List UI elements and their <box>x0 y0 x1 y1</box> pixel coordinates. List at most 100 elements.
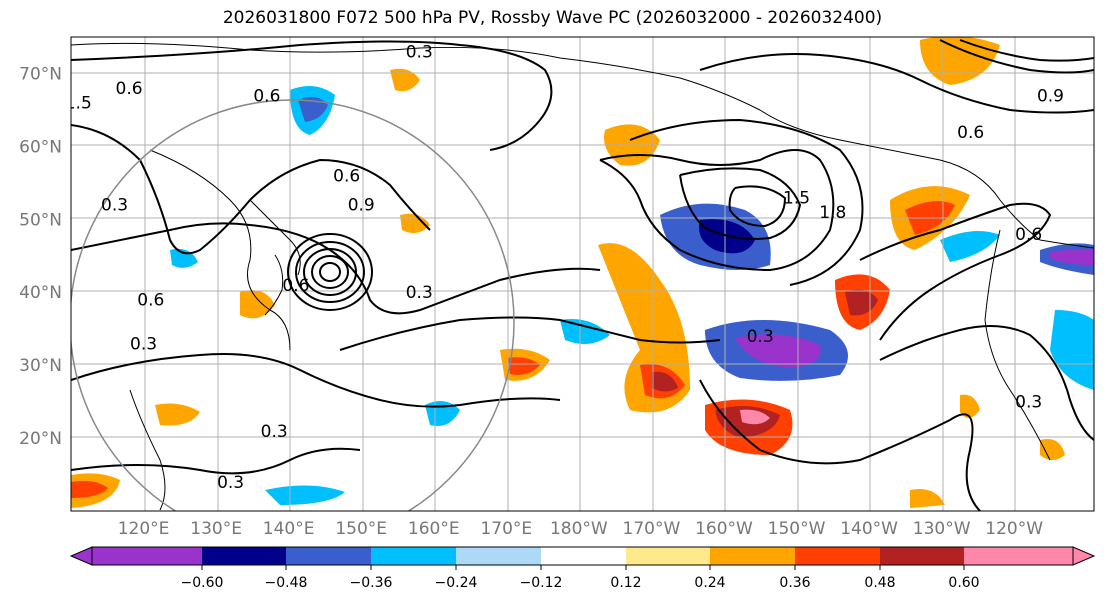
colorbar-tick-label: 0.48 <box>864 575 895 591</box>
latitude-axis: 70°N 60°N 50°N 40°N 30°N 20°N <box>19 64 62 449</box>
contour-line <box>71 447 361 475</box>
anomaly-positive <box>960 394 980 419</box>
contour-line <box>879 325 1094 441</box>
contour-label: 0.3 <box>217 473 244 493</box>
contour-label: 0.6 <box>137 291 164 311</box>
contour-line <box>859 202 1052 341</box>
anomaly-negative-light <box>1050 310 1094 390</box>
colorbar-tick-label: 0.12 <box>610 575 641 591</box>
colorbar-bin <box>202 547 286 565</box>
contour-line <box>339 316 721 351</box>
reference-circle <box>71 99 515 511</box>
longitude-label: 150°E <box>335 519 387 539</box>
colorbar-bin <box>964 547 1073 565</box>
anomaly-negative <box>298 96 328 122</box>
plot-content: 0.3 0.6 0.3 0.6 0.9 0.3 0.3 0.3 0.3 0.3 0.6 0.9 1.5 1… <box>65 37 1094 511</box>
colorbar-bin <box>371 547 456 565</box>
contour-line <box>699 53 1094 114</box>
longitude-label: 120°E <box>118 519 170 539</box>
contour-labels: 0.3 0.6 0.3 0.6 0.9 0.3 0.3 0.3 0.3 0.3 0.6 0.9 1.5 1… <box>65 43 1064 493</box>
latitude-label: 40°N <box>19 283 62 303</box>
contour-label: 1.5 <box>65 94 92 114</box>
contour-line <box>71 124 431 255</box>
latitude-label: 70°N <box>19 64 62 84</box>
anomaly-positive-red <box>508 357 540 375</box>
anomaly-negative-core <box>735 334 821 368</box>
contour-label: 0.6 <box>282 276 309 296</box>
pv-cutoff-rings <box>287 233 373 311</box>
contour-line <box>71 222 601 315</box>
anomaly-positive <box>910 489 945 508</box>
colorbar-tick-label: 0.36 <box>779 575 810 591</box>
colorbar-tick-label: 0.24 <box>694 575 725 591</box>
colorbar-bin <box>880 547 964 565</box>
latitude-label: 20°N <box>19 429 62 449</box>
contour-label: 0.3 <box>1015 393 1042 413</box>
anomaly-negative-light <box>940 231 1000 262</box>
anomaly-negative-light <box>265 485 345 505</box>
colorbar-tick-label: −0.24 <box>435 575 478 591</box>
longitude-axis: 120°E 130°E 140°E 150°E 160°E 170°E 180°W 170°W… <box>118 519 1044 539</box>
anomaly-positive <box>240 290 275 319</box>
colorbar-bin <box>626 547 710 565</box>
contour-label: 0.9 <box>348 196 375 216</box>
contour-line <box>699 379 981 511</box>
anomaly-negative-core <box>1050 249 1094 265</box>
anomaly-positive <box>400 213 430 234</box>
colorbar-frame <box>91 546 1074 566</box>
colorbar-bin <box>541 547 626 565</box>
anomaly-negative-light <box>560 319 610 344</box>
contour-label: 0.9 <box>1037 86 1064 106</box>
longitude-label: 170°E <box>480 519 532 539</box>
longitude-label: 140°E <box>263 519 315 539</box>
anomaly-positive-pink <box>740 409 770 425</box>
colorbar-bin <box>710 547 795 565</box>
contour-line <box>629 118 864 286</box>
colorbar: −0.60 −0.48 −0.36 −0.24 −0.12 0.12 0.24 0.36 0.4… <box>69 546 1096 591</box>
colorbar-tick-label: 0.60 <box>948 575 979 591</box>
contour-label: 0.3 <box>261 422 288 442</box>
contour-line <box>939 39 1094 74</box>
longitude-label: 150°W <box>768 519 826 539</box>
longitude-label: 130°W <box>913 519 971 539</box>
longitude-label: 140°W <box>840 519 898 539</box>
contour-line <box>71 40 553 151</box>
colorbar-bin <box>286 547 371 565</box>
contour-label: 0.3 <box>406 283 433 303</box>
colorbar-tick-label: −0.60 <box>181 575 224 591</box>
colorbar-extend-low <box>69 546 93 566</box>
colorbar-bin <box>456 547 541 565</box>
plot-background <box>71 37 1094 511</box>
contour-label: 0.3 <box>406 43 433 63</box>
longitude-label: 180°W <box>550 519 608 539</box>
contour-label: 0.6 <box>253 86 280 106</box>
longitude-label: 120°W <box>985 519 1043 539</box>
longitude-label: 170°W <box>623 519 681 539</box>
contour-label: 0.6 <box>957 123 984 143</box>
contour-line <box>71 353 561 408</box>
colorbar-bin <box>795 547 880 565</box>
colorbar-extend-high <box>1072 546 1096 566</box>
plot-frame <box>70 36 1095 512</box>
pv-contours <box>71 39 1094 511</box>
contour-line <box>599 149 835 272</box>
colorbar-bin <box>92 547 202 565</box>
longitude-label: 130°E <box>190 519 242 539</box>
longitude-label: 160°W <box>695 519 753 539</box>
colorbar-tick-label: −0.48 <box>265 575 308 591</box>
graticule <box>71 37 1094 511</box>
anomaly-positive <box>155 403 200 426</box>
anomaly-positive <box>390 68 420 92</box>
contour-label: 0.3 <box>130 334 157 354</box>
anomaly-positive-red <box>71 480 108 498</box>
latitude-label: 50°N <box>19 210 62 230</box>
contour-label: 0.6 <box>333 167 360 187</box>
contour-label: 0.3 <box>747 327 774 347</box>
contour-line <box>959 39 1094 62</box>
anomaly-positive <box>1040 439 1065 460</box>
coastlines <box>71 42 1094 511</box>
latitude-label: 60°N <box>19 137 62 157</box>
anomaly-positive-core <box>652 371 678 392</box>
contour-line <box>679 167 802 240</box>
